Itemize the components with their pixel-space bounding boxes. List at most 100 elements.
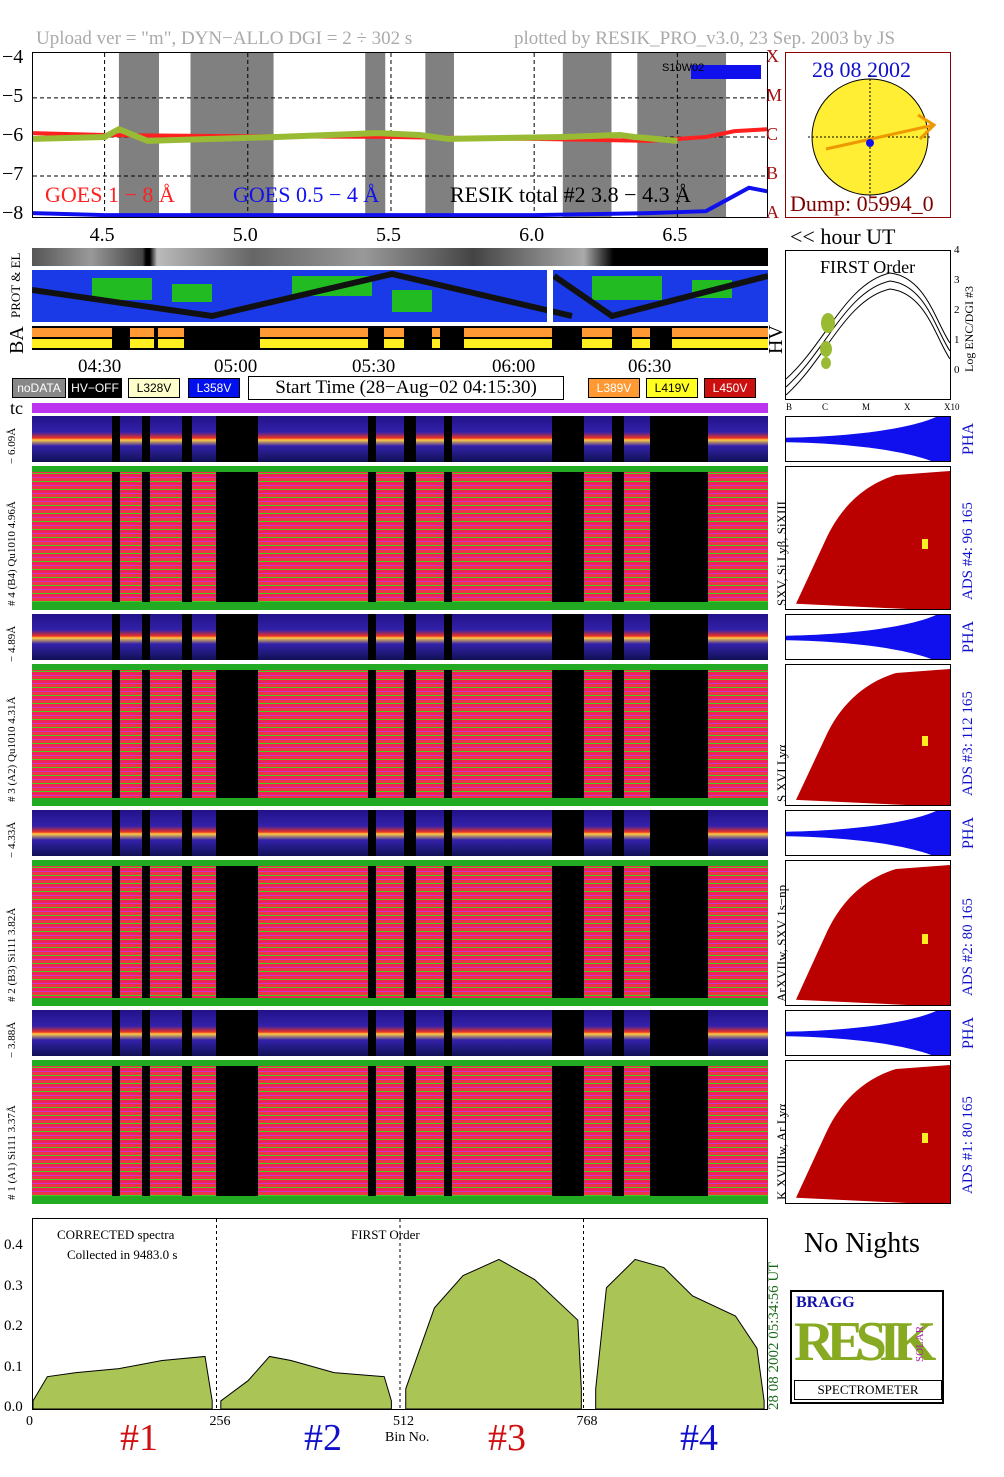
ads-shape bbox=[796, 865, 950, 1005]
data-gap bbox=[112, 860, 120, 1006]
time-tick: 06:00 bbox=[492, 356, 536, 377]
fo-y-tick: 4 bbox=[954, 244, 960, 256]
ads-fill bbox=[796, 865, 950, 1005]
data-gap bbox=[112, 810, 120, 856]
pha-histogram-shape bbox=[786, 615, 950, 659]
data-gap bbox=[142, 810, 150, 856]
legend-l358: L358V bbox=[188, 378, 240, 398]
channel-pha-label: − 6.09Å bbox=[6, 427, 18, 464]
dump-label: Dump: 05994_0 bbox=[790, 191, 934, 216]
time-tick: 05:00 bbox=[214, 356, 258, 377]
data-gap bbox=[552, 1010, 584, 1056]
data-gap bbox=[444, 1010, 452, 1056]
spectrogram bbox=[32, 860, 768, 1006]
data-gap bbox=[612, 416, 624, 462]
data-gap bbox=[612, 810, 624, 856]
spectrum-x-tick: 0 bbox=[26, 1414, 33, 1429]
logo-bottom: SPECTROMETER bbox=[794, 1380, 942, 1400]
ads-label: ADS #4: 96 165 bbox=[960, 502, 976, 600]
hv-bar-lower bbox=[260, 339, 368, 348]
spectrum-y-tick: 0.2 bbox=[4, 1318, 23, 1335]
data-gap bbox=[612, 1010, 624, 1056]
ads-label: ADS #3: 112 165 bbox=[960, 691, 976, 796]
channel-spec-label: # 1 (A1) Si111 3.37Å bbox=[6, 1105, 18, 1200]
data-gap bbox=[444, 416, 452, 462]
data-gap bbox=[444, 664, 452, 806]
pha-histogram-shape bbox=[786, 811, 950, 855]
spectrum-y-tick: 0.0 bbox=[4, 1399, 23, 1415]
pha-histogram-fill bbox=[786, 417, 950, 461]
no-nights: No Nights bbox=[804, 1228, 920, 1259]
data-gap bbox=[368, 1010, 376, 1056]
data-gap bbox=[112, 614, 120, 660]
hv-bar-lower bbox=[130, 339, 154, 348]
data-gap bbox=[216, 416, 258, 462]
data-gap bbox=[216, 1010, 258, 1056]
slow-marker bbox=[691, 65, 761, 79]
data-gap bbox=[182, 466, 192, 610]
first-order-ylabel: Log ENC/DGI #3 bbox=[962, 286, 976, 372]
hv-strip bbox=[32, 326, 768, 350]
pha-label: PHA bbox=[960, 422, 977, 455]
start-time: Start Time (28−Aug−02 04:15:30) bbox=[248, 376, 564, 400]
tc-label: tc bbox=[10, 398, 23, 418]
ads-shape bbox=[796, 471, 950, 609]
ads-shape bbox=[796, 1065, 950, 1203]
pha-histogram bbox=[785, 614, 951, 660]
data-gap bbox=[404, 860, 416, 1006]
spectrum-x-tick: 768 bbox=[576, 1414, 598, 1429]
hv-bar-upper bbox=[384, 328, 404, 337]
pha-histogram bbox=[785, 416, 951, 462]
fo-y-tick: 1 bbox=[954, 334, 960, 346]
hv-bar-upper bbox=[632, 328, 650, 337]
data-gap bbox=[142, 1060, 150, 1204]
data-gap bbox=[404, 810, 416, 856]
legend-l450: L450V bbox=[704, 378, 756, 398]
prot-el-label: PROT & EL bbox=[8, 252, 23, 319]
fo-x-tick: X10 bbox=[944, 402, 960, 412]
spectrum-title2: Collected in 9483.0 s bbox=[67, 1247, 178, 1262]
data-gap bbox=[182, 1060, 192, 1204]
hv-bar-upper bbox=[32, 328, 112, 337]
ads-fill bbox=[796, 1065, 950, 1203]
data-gap bbox=[142, 614, 150, 660]
time-tick: 06:30 bbox=[628, 356, 672, 377]
spectrum-panel: CORRECTED spectra Collected in 9483.0 s … bbox=[32, 1218, 768, 1410]
header-right: plotted by RESIK_PRO_v3.0, 23 Sep. 2003 … bbox=[514, 28, 896, 49]
data-gap bbox=[650, 664, 708, 806]
goes-x-tick: 5.5 bbox=[375, 224, 401, 246]
data-gap bbox=[404, 1010, 416, 1056]
hv-bar-lower bbox=[632, 339, 650, 348]
hv-bar-upper bbox=[432, 328, 440, 337]
data-gap bbox=[650, 860, 708, 1006]
data-gap bbox=[650, 416, 708, 462]
data-gap bbox=[182, 1010, 192, 1056]
sun-diagram bbox=[808, 75, 937, 199]
spectrum-x-tick: 256 bbox=[209, 1414, 231, 1429]
ads-marker bbox=[922, 1133, 928, 1143]
goes-x-tick: 6.0 bbox=[519, 224, 545, 246]
hv-bar-upper bbox=[672, 328, 768, 337]
pha-strip-gaps bbox=[112, 1010, 708, 1056]
ground-track bbox=[32, 270, 768, 322]
data-gap bbox=[612, 664, 624, 806]
pha-strip-gaps bbox=[112, 614, 708, 660]
logo-small1: BRAGG bbox=[796, 1294, 855, 1311]
first-order-title: FIRST Order bbox=[820, 257, 916, 277]
class-letter: B bbox=[766, 163, 779, 184]
data-gap bbox=[552, 810, 584, 856]
spectrogram-edge bbox=[32, 860, 768, 866]
class-letter: X bbox=[766, 45, 779, 66]
data-gap bbox=[444, 860, 452, 1006]
goes-x-tick: 4.5 bbox=[89, 224, 115, 246]
data-gap bbox=[612, 860, 624, 1006]
goes-x-tick: 6.5 bbox=[662, 224, 688, 246]
sun-panel: 28 08 2002 Dump: 05994_0 bbox=[785, 52, 951, 218]
spectrum-first-order: FIRST Order bbox=[351, 1227, 420, 1242]
data-gap bbox=[404, 1060, 416, 1204]
spectrogram bbox=[32, 1060, 768, 1204]
data-gap bbox=[216, 664, 258, 806]
series-line-3 bbox=[33, 125, 678, 144]
ads-line-label: SXV, Si Lyβ, SiXIII bbox=[774, 501, 789, 606]
fo-x-tick: B bbox=[786, 402, 793, 412]
